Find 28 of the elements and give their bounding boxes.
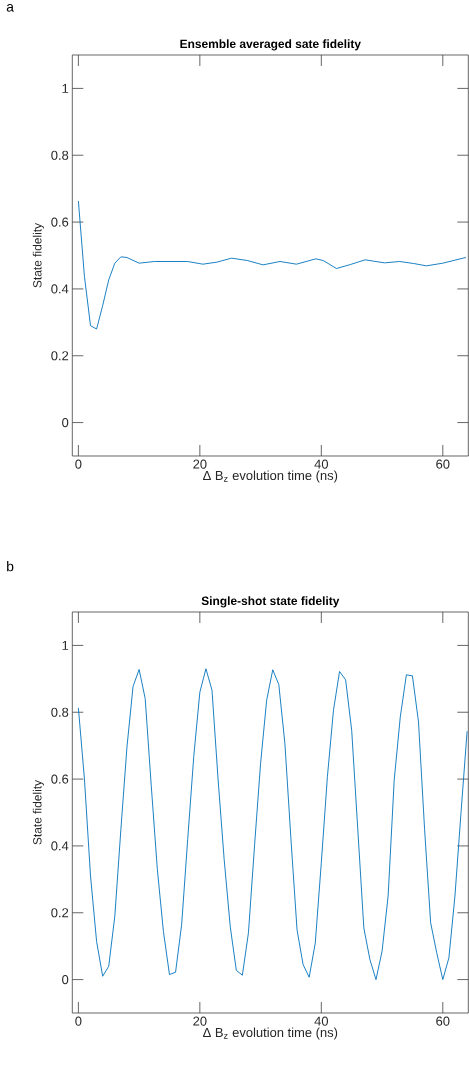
x-tick-label: 40 <box>314 1016 329 1026</box>
x-tick-label: 0 <box>75 1016 82 1026</box>
x-tick-label: 20 <box>193 1016 207 1026</box>
y-axis-title: State fidelity <box>32 222 44 288</box>
y-tick-label: 0.4 <box>51 284 69 294</box>
chart-title: Ensemble averaged sate fidelity <box>180 39 361 51</box>
y-tick-label: 1 <box>62 83 69 93</box>
y-tick-label: 0.4 <box>51 841 69 851</box>
y-tick-label: 1 <box>62 640 69 650</box>
chart-title: Single-shot state fidelity <box>201 596 340 608</box>
x-tick-label: 20 <box>193 459 207 469</box>
x-tick-label: 0 <box>75 459 82 469</box>
x-tick-label: 60 <box>436 1016 450 1026</box>
x-axis-title: Δ B$_{z}$ evolution time (ns) <box>203 1027 338 1040</box>
x-axis-title: Δ B$_{z}$ evolution time (ns) <box>203 470 338 483</box>
y-tick-label: 0.2 <box>51 908 69 918</box>
y-axis-title: State fidelity <box>32 779 44 845</box>
y-tick-label: 0.8 <box>51 150 69 160</box>
x-tick-label: 40 <box>314 459 329 469</box>
text: a <box>6 4 14 12</box>
text: b <box>7 561 14 572</box>
y-tick-label: 0.8 <box>51 707 69 717</box>
y-tick-label: 0 <box>62 974 69 985</box>
y-tick-label: 0.6 <box>51 774 69 784</box>
y-tick-label: 0 <box>62 417 69 428</box>
x-tick-label: 60 <box>436 459 450 469</box>
y-tick-label: 0.6 <box>51 217 69 227</box>
y-tick-label: 0.2 <box>51 351 69 361</box>
